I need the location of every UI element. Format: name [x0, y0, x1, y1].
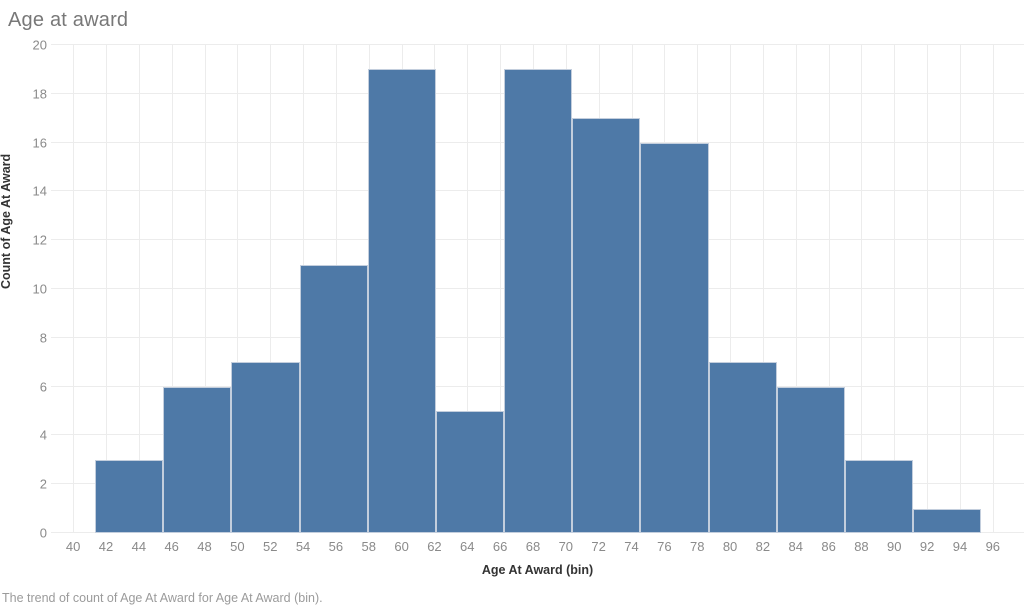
x-tick-label: 78 — [689, 539, 705, 554]
x-tick-label: 70 — [558, 539, 574, 554]
x-tick-label: 80 — [722, 539, 738, 554]
y-tick-label: 0 — [39, 525, 47, 541]
x-tick-label: 40 — [65, 539, 81, 554]
x-tick-label: 64 — [460, 539, 475, 554]
x-gridline — [861, 45, 863, 533]
chart-caption: The trend of count of Age At Award for A… — [2, 591, 323, 605]
x-gridline — [762, 45, 764, 533]
x-tick-label: 84 — [788, 539, 803, 554]
x-tick-label: 88 — [854, 539, 869, 554]
y-tick-label: 18 — [32, 86, 47, 102]
x-tick-label: 52 — [262, 539, 278, 554]
x-tick-label: 76 — [657, 539, 672, 554]
y-tick-label: 14 — [32, 183, 47, 199]
x-tick-label: 50 — [230, 539, 245, 554]
x-tick-label: 46 — [164, 539, 179, 554]
x-gridline — [730, 45, 732, 533]
y-axis-title: Count of Age At Award — [0, 153, 13, 289]
x-gridline — [106, 45, 107, 533]
y-tick-label: 2 — [39, 476, 47, 492]
x-tick-label: 48 — [197, 539, 212, 554]
x-gridline — [138, 45, 140, 533]
x-tick-label: 66 — [492, 539, 508, 554]
x-axis-title: Age At Award (bin) — [481, 563, 594, 577]
x-tick-label: 92 — [919, 539, 935, 554]
histogram-bar[interactable] — [640, 142, 709, 533]
histogram-bar[interactable] — [299, 264, 368, 533]
y-gridline — [51, 44, 1024, 45]
histogram-bar[interactable] — [435, 411, 505, 533]
x-gridline — [237, 45, 239, 533]
y-tick-label: 10 — [32, 281, 47, 297]
x-gridline — [828, 45, 830, 533]
x-tick-label: 60 — [394, 539, 409, 554]
chart-title: Age at award — [8, 9, 129, 31]
y-axis-tick-labels: 0 2 4 6 8 10 12 14 16 18 20 — [0, 39, 47, 540]
y-tick-label: 20 — [32, 37, 47, 53]
x-gridline — [171, 45, 173, 533]
x-tick-label: 62 — [427, 539, 442, 554]
x-tick-label: 68 — [525, 539, 541, 554]
x-tick-label: 94 — [952, 539, 968, 554]
y-tick-label: 16 — [32, 135, 47, 151]
x-tick-label: 86 — [821, 539, 836, 554]
x-tick-label: 72 — [591, 539, 606, 554]
x-axis-tick-labels: 40 42 44 46 48 50 52 54 56 58 60 62 64 66 68 70 72 74 76 78… — [51, 540, 1024, 556]
plot-area — [51, 44, 1024, 533]
x-gridline — [795, 45, 797, 533]
x-gridline — [73, 45, 75, 533]
x-gridline — [270, 45, 272, 533]
y-tick-label: 6 — [39, 379, 47, 395]
y-tick-label: 8 — [39, 330, 47, 346]
x-gridline — [927, 45, 929, 533]
x-tick-label: 90 — [887, 539, 902, 554]
x-gridline — [467, 45, 469, 533]
x-tick-label: 56 — [328, 539, 344, 554]
y-tick-label: 12 — [32, 232, 47, 248]
y-tick-label: 4 — [39, 427, 47, 443]
x-gridline — [204, 45, 206, 533]
x-gridline — [894, 45, 896, 533]
x-gridline — [992, 45, 994, 533]
histogram-bar[interactable] — [95, 459, 164, 533]
x-gridline — [959, 45, 961, 533]
histogram-bar[interactable] — [912, 508, 982, 533]
x-tick-label: 96 — [985, 539, 1001, 554]
histogram-bar[interactable] — [844, 459, 913, 533]
histogram-bar[interactable] — [163, 386, 232, 533]
x-tick-label: 44 — [131, 539, 147, 554]
histogram-bar[interactable] — [708, 362, 777, 533]
histogram-bar[interactable] — [776, 386, 845, 533]
histogram-bar[interactable] — [367, 69, 436, 533]
histogram-bar[interactable] — [231, 362, 300, 533]
x-tick-label: 58 — [361, 539, 376, 554]
x-gridline — [500, 45, 502, 533]
x-tick-label: 42 — [98, 539, 114, 554]
x-tick-label: 82 — [755, 539, 771, 554]
x-tick-label: 74 — [624, 539, 639, 554]
histogram-bar[interactable] — [572, 118, 641, 533]
x-tick-label: 54 — [295, 539, 311, 554]
histogram-bar[interactable] — [504, 69, 573, 533]
